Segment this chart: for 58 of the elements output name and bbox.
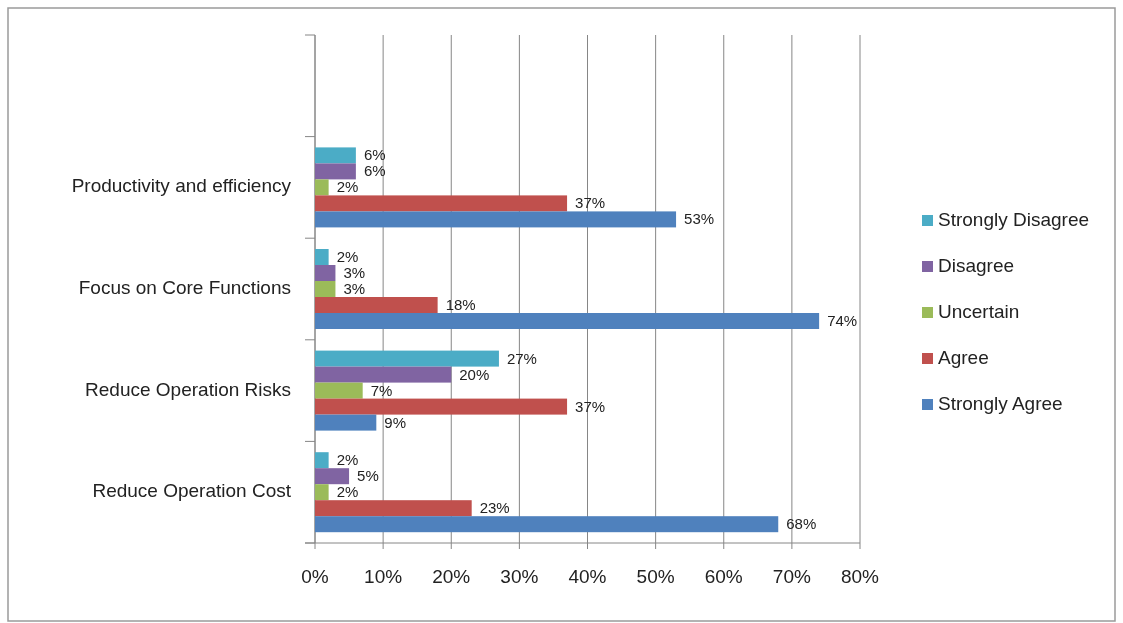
legend-label: Strongly Agree (938, 393, 1063, 415)
bar (315, 484, 329, 501)
legend-label: Uncertain (938, 301, 1020, 323)
data-label: 74% (827, 311, 858, 329)
data-label: 7% (370, 381, 393, 399)
y-tick-label: Reduce Operation Cost (92, 480, 292, 502)
bar (315, 414, 377, 431)
data-label: 6% (363, 162, 386, 180)
data-label: 18% (445, 295, 476, 313)
x-tick-label: 60% (704, 566, 743, 587)
x-tick-label: 30% (500, 566, 539, 587)
y-tick-label: Reduce Operation Risks (85, 378, 291, 400)
bar (315, 249, 329, 265)
data-label: 2% (336, 247, 359, 265)
data-label: 2% (336, 483, 359, 501)
bar (315, 452, 329, 469)
bar (315, 265, 336, 281)
data-label: 3% (343, 263, 366, 281)
data-label: 9% (384, 413, 406, 431)
data-label: 27% (506, 349, 537, 367)
data-label: 37% (575, 194, 606, 212)
bar (315, 313, 820, 329)
legend-label: Agree (938, 347, 989, 369)
data-label: 53% (684, 210, 715, 228)
bar (315, 350, 499, 367)
legend-label: Strongly Disagree (938, 209, 1090, 231)
data-label: 2% (336, 178, 359, 196)
bar (315, 195, 568, 212)
bar (315, 500, 472, 517)
bar (315, 281, 336, 297)
legend-label: Disagree (938, 255, 1015, 277)
x-tick-label: 50% (636, 566, 675, 587)
data-label: 2% (336, 451, 359, 469)
data-label: 5% (357, 467, 379, 485)
bar (315, 516, 779, 533)
x-tick-label: 40% (568, 566, 607, 587)
y-tick-label: Focus on Core Functions (78, 277, 291, 299)
data-label: 23% (479, 499, 510, 517)
x-tick-label: 20% (432, 566, 471, 587)
y-tick-label: Productivity and efficiency (71, 175, 292, 197)
bar (315, 163, 356, 180)
bar (315, 468, 350, 485)
bar (315, 398, 568, 415)
data-label: 68% (786, 515, 817, 533)
x-tick-label: 70% (772, 566, 811, 587)
bar (315, 179, 329, 196)
x-tick-label: 0% (301, 566, 329, 587)
data-label: 3% (343, 279, 366, 297)
bar (315, 147, 356, 164)
x-tick-label: 80% (840, 566, 880, 587)
bar (315, 382, 363, 399)
x-tick-label: 10% (364, 566, 403, 587)
data-label: 20% (459, 365, 490, 383)
bar (315, 211, 677, 228)
data-label: 6% (363, 146, 386, 164)
bar (315, 366, 452, 383)
bar (315, 297, 438, 313)
data-label: 37% (575, 397, 606, 415)
